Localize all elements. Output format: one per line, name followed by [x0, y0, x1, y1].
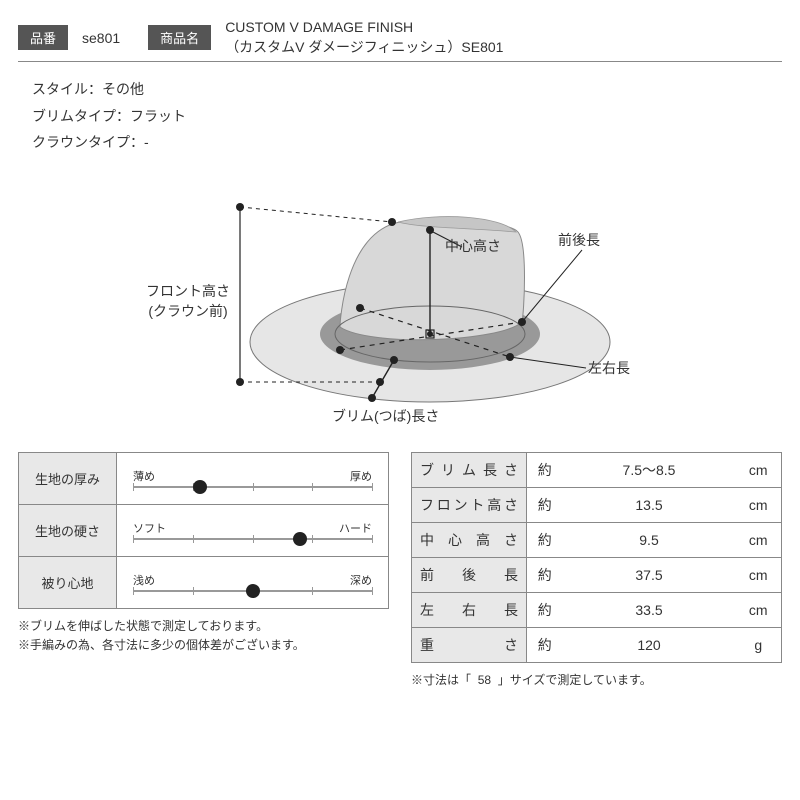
dim-unit: cm [736, 522, 782, 557]
gauge-end-right: 厚め [350, 468, 372, 484]
dim-row: 前後長約37.5cm [412, 557, 782, 592]
gauge-end-left: 浅め [133, 572, 155, 588]
dim-value: 7.5〜8.5 [563, 452, 736, 487]
gauge-end-left: 薄め [133, 468, 155, 484]
dim-unit: cm [736, 487, 782, 522]
dim-label: 重さ [412, 627, 527, 662]
gauge-dot [246, 584, 260, 598]
dim-approx: 約 [527, 452, 563, 487]
product-name-value: CUSTOM V DAMAGE FINISH （カスタムV ダメージフィニッシュ… [225, 18, 503, 57]
dim-row: フロント高さ約13.5cm [412, 487, 782, 522]
gauge-row: 被り心地浅め 深め [19, 557, 388, 608]
dim-label: 中心高さ [412, 522, 527, 557]
dim-row: ブリム長さ約7.5〜8.5cm [412, 452, 782, 487]
label-brim-length: ブリム(つば)長さ [332, 406, 439, 426]
dim-value: 13.5 [563, 487, 736, 522]
item-no-value: se801 [82, 30, 120, 46]
dimensions-table: ブリム長さ約7.5〜8.5cmフロント高さ約13.5cm中心高さ約9.5cm前後… [411, 452, 782, 663]
label-front-back: 前後長 [558, 230, 600, 250]
product-name-line2: （カスタムV ダメージフィニッシュ）SE801 [225, 39, 503, 55]
gauge-label: 生地の厚み [19, 453, 117, 504]
dim-label: フロント高さ [412, 487, 527, 522]
dim-label: 左右長 [412, 592, 527, 627]
gauge-note-2: ※手編みの為、各寸法に多少の個体差がございます。 [18, 636, 389, 655]
dim-approx: 約 [527, 627, 563, 662]
gauge-label: 生地の硬さ [19, 505, 117, 556]
item-no-label: 品番 [18, 25, 68, 50]
dim-row: 左右長約33.5cm [412, 592, 782, 627]
dim-label: 前後長 [412, 557, 527, 592]
gauge-track: 薄め 厚め [117, 460, 388, 496]
gauge-track: 浅め 深め [117, 564, 388, 600]
gauge-footnotes: ※ブリムを伸ばした状態で測定しております。 ※手編みの為、各寸法に多少の個体差が… [18, 617, 389, 655]
dim-unit: cm [736, 592, 782, 627]
attr-crown-type: クラウンタイプ：- [32, 129, 782, 156]
attr-style: スタイル：その他 [32, 76, 782, 103]
gauge-dot [193, 480, 207, 494]
dim-label: ブリム長さ [412, 452, 527, 487]
gauge-note-1: ※ブリムを伸ばした状態で測定しております。 [18, 617, 389, 636]
dim-row: 重さ約120g [412, 627, 782, 662]
gauge-dot [293, 532, 307, 546]
dim-value: 9.5 [563, 522, 736, 557]
dim-value: 37.5 [563, 557, 736, 592]
label-center-height: 中心高さ [445, 236, 501, 256]
dim-value: 120 [563, 627, 736, 662]
dim-approx: 約 [527, 557, 563, 592]
label-left-right: 左右長 [588, 358, 630, 378]
gauge-row: 生地の硬さソフト ハード [19, 505, 388, 557]
dim-approx: 約 [527, 522, 563, 557]
dims-footnote: ※寸法は「 58 」サイズで測定しています。 [411, 671, 782, 690]
gauge-track: ソフト ハード [117, 512, 388, 548]
dim-unit: cm [736, 452, 782, 487]
attributes-block: スタイル：その他 ブリムタイプ：フラット クラウンタイプ：- [32, 76, 782, 156]
gauge-end-right: 深め [350, 572, 372, 588]
dim-value: 33.5 [563, 592, 736, 627]
label-front-height: フロント高さ (クラウン前) [146, 282, 230, 321]
dim-unit: cm [736, 557, 782, 592]
gauges-table: 生地の厚み薄め 厚め生地の硬さソフト ハード被り心地浅め 深め [18, 452, 389, 609]
gauge-end-left: ソフト [133, 520, 166, 536]
dim-approx: 約 [527, 487, 563, 522]
product-name-label: 商品名 [148, 25, 211, 50]
dim-row: 中心高さ約9.5cm [412, 522, 782, 557]
lower-panels: 生地の厚み薄め 厚め生地の硬さソフト ハード被り心地浅め 深め ※ブリムを伸ばした状態… [18, 452, 782, 690]
hat-diagram: 中心高さ 前後長 フロント高さ (クラウン前) 左右長 ブリム(つば)長さ [140, 172, 660, 432]
gauge-label: 被り心地 [19, 557, 117, 608]
product-header: 品番 se801 商品名 CUSTOM V DAMAGE FINISH （カスタ… [18, 18, 782, 62]
dim-unit: g [736, 627, 782, 662]
dim-approx: 約 [527, 592, 563, 627]
gauge-row: 生地の厚み薄め 厚め [19, 453, 388, 505]
attr-brim-type: ブリムタイプ：フラット [32, 103, 782, 130]
product-name-line1: CUSTOM V DAMAGE FINISH [225, 19, 413, 35]
gauge-end-right: ハード [339, 520, 372, 536]
